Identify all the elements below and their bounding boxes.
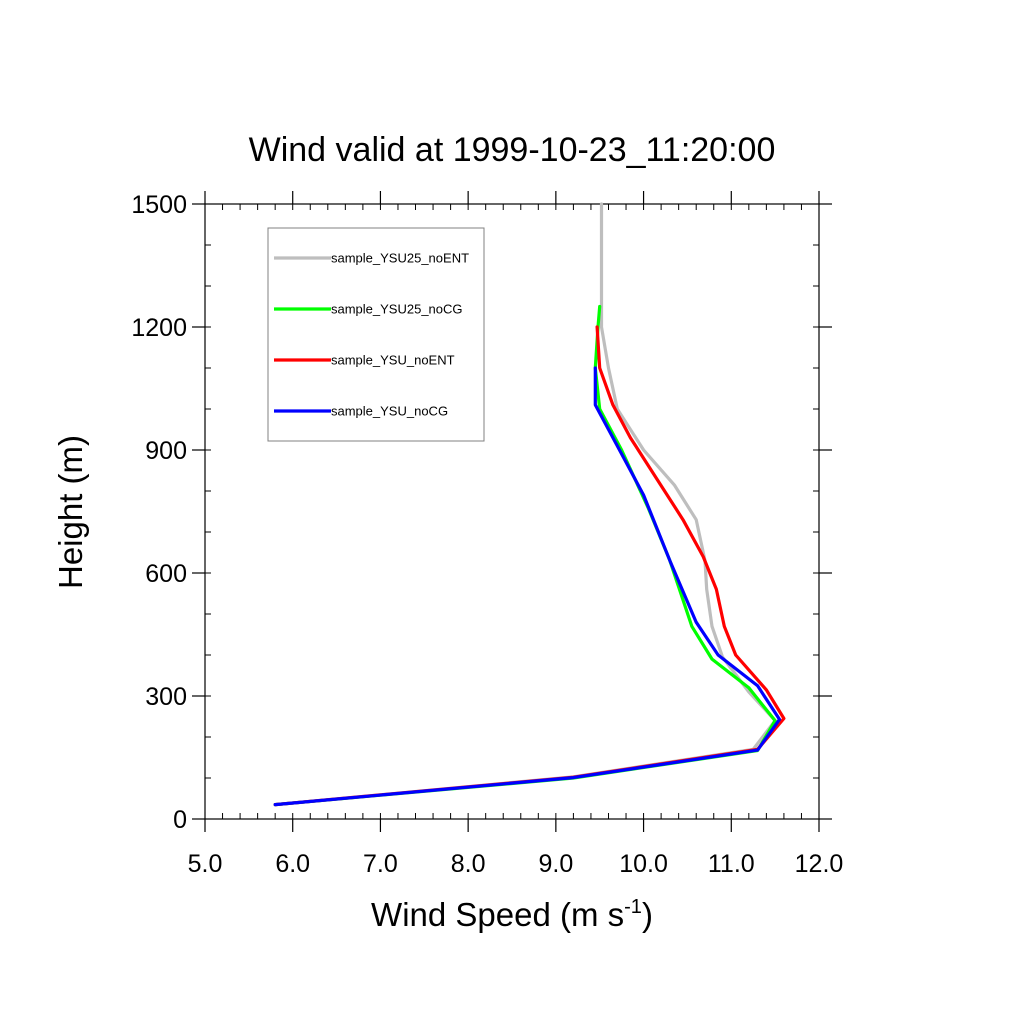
y-tick-label: 1500 (131, 191, 187, 219)
series-line-0 (273, 202, 777, 807)
y-tick-label: 900 (145, 437, 187, 465)
x-tick-label: 8.0 (451, 850, 486, 878)
y-axis-label: Height (m) (52, 435, 89, 589)
x-tick-label: 6.0 (275, 850, 310, 878)
series-line-3 (273, 366, 782, 807)
chart-title: Wind valid at 1999-10-23_11:20:00 (249, 131, 776, 169)
legend-label-3: sample_YSU_noCG (331, 404, 448, 419)
plot-frame (204, 203, 820, 820)
y-tick-label: 0 (173, 806, 187, 834)
x-tick-label: 12.0 (795, 850, 844, 878)
legend-box (267, 227, 485, 442)
x-tick-label: 11.0 (708, 850, 755, 878)
y-tick-label: 300 (145, 683, 187, 711)
x-tick-label: 10.0 (619, 850, 668, 878)
legend-label-1: sample_YSU25_noCG (331, 302, 463, 317)
legend: sample_YSU25_noENT sample_YSU25_noCGsampl… (267, 227, 485, 442)
x-tick-label: 9.0 (538, 850, 573, 878)
x-axis-label: Wind Speed (m s-1) (371, 896, 653, 933)
plot-area: 5.0 6.0 7.0 8.0 9.0 10.0 11.0 12.0 0 300 600 900 120… (131, 191, 843, 878)
x-tick-label: 5.0 (188, 850, 223, 878)
y-tick-label: 600 (145, 560, 187, 588)
x-tick-label: 7.0 (363, 850, 398, 878)
y-tick-label: 1200 (131, 314, 187, 342)
legend-label-2: sample_YSU_noENT (331, 353, 455, 368)
legend-label-0: sample_YSU25_noENT (331, 251, 469, 266)
